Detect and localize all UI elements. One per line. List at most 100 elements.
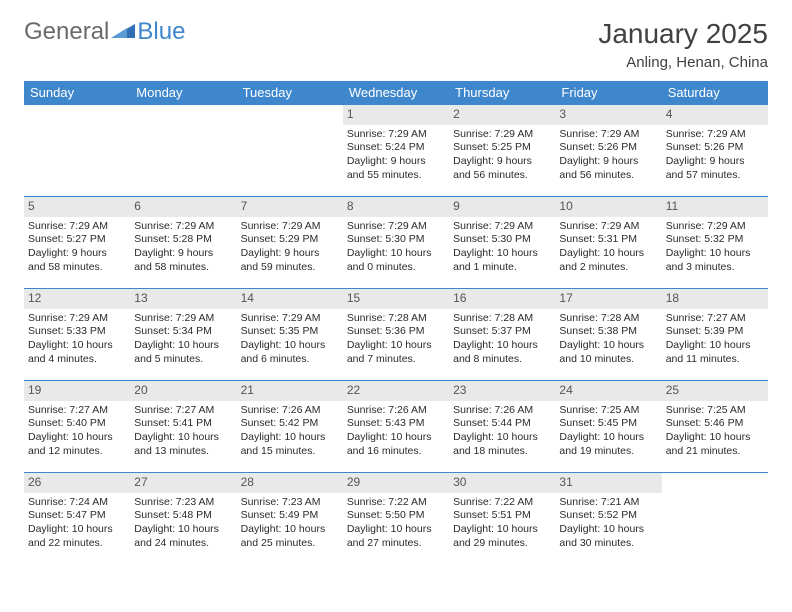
- calendar-day-cell: 20 Sunrise: 7:27 AMSunset: 5:41 PMDayligh…: [130, 381, 236, 473]
- daylight-text: Daylight: 9 hours and 57 minutes.: [666, 155, 764, 182]
- day-number: 4: [662, 105, 768, 125]
- sunset-text: Sunset: 5:39 PM: [666, 325, 764, 339]
- sunrise-text: Sunrise: 7:29 AM: [134, 312, 232, 326]
- day-number: 18: [662, 289, 768, 309]
- calendar-day-cell: 13Sunrise: 7:29 AMSunset: 5:34 PMDayligh…: [130, 289, 236, 381]
- day-number: 19: [24, 381, 130, 401]
- daylight-text: Daylight: 10 hours and 21 minutes.: [666, 431, 764, 458]
- day-number: 15: [343, 289, 449, 309]
- sunrise-text: Sunrise: 7:29 AM: [666, 128, 764, 142]
- sunset-text: Sunset: 5:27 PM: [28, 233, 126, 247]
- sunset-text: Sunset: 5:47 PM: [28, 509, 126, 523]
- day-details: Sunrise: 7:29 AMSunset: 5:26 PMDaylight:…: [666, 128, 764, 183]
- day-number: 31: [555, 473, 661, 493]
- sunset-text: Sunset: 5:51 PM: [453, 509, 551, 523]
- calendar-day-cell: 10Sunrise: 7:29 AMSunset: 5:31 PMDayligh…: [555, 197, 661, 289]
- day-details: Sunrise: 7:27 AMSunset: 5:39 PMDaylight:…: [666, 312, 764, 367]
- sunrise-text: Sunrise: 7:28 AM: [453, 312, 551, 326]
- daylight-text: Daylight: 9 hours and 56 minutes.: [453, 155, 551, 182]
- day-header: Sunday: [24, 81, 130, 105]
- day-number: 30: [449, 473, 555, 493]
- calendar-day-cell: [237, 105, 343, 197]
- calendar-day-cell: 28Sunrise: 7:23 AMSunset: 5:49 PMDayligh…: [237, 473, 343, 565]
- sunrise-text: Sunrise: 7:29 AM: [241, 220, 339, 234]
- sunrise-text: Sunrise: 7:25 AM: [559, 404, 657, 418]
- day-number: 2: [449, 105, 555, 125]
- logo: General Blue: [24, 18, 185, 46]
- sunset-text: Sunset: 5:32 PM: [666, 233, 764, 247]
- daylight-text: Daylight: 10 hours and 8 minutes.: [453, 339, 551, 366]
- calendar-day-cell: 22 Sunrise: 7:26 AMSunset: 5:43 PMDayligh…: [343, 381, 449, 473]
- day-details: Sunrise: 7:26 AMSunset: 5:44 PMDaylight:…: [453, 404, 551, 459]
- calendar-table: SundayMondayTuesdayWednesdayThursdayFrid…: [24, 81, 768, 565]
- calendar-day-cell: 5Sunrise: 7:29 AMSunset: 5:27 PMDaylight…: [24, 197, 130, 289]
- day-number: 22: [343, 381, 449, 401]
- calendar-title: January 2025: [598, 18, 768, 50]
- day-number: 12: [24, 289, 130, 309]
- calendar-week-row: 12Sunrise: 7:29 AMSunset: 5:33 PMDayligh…: [24, 289, 768, 381]
- day-number: 20: [130, 381, 236, 401]
- header: General Blue January 2025 Anling, Henan,…: [24, 18, 768, 71]
- sunrise-text: Sunrise: 7:29 AM: [28, 312, 126, 326]
- calendar-day-cell: 24 Sunrise: 7:25 AMSunset: 5:45 PMDayligh…: [555, 381, 661, 473]
- daylight-text: Daylight: 9 hours and 58 minutes.: [134, 247, 232, 274]
- day-number: 24: [555, 381, 661, 401]
- sunset-text: Sunset: 5:49 PM: [241, 509, 339, 523]
- sunset-text: Sunset: 5:30 PM: [347, 233, 445, 247]
- day-details: Sunrise: 7:26 AMSunset: 5:43 PMDaylight:…: [347, 404, 445, 459]
- calendar-day-cell: 21Sunrise: 7:26 AMSunset: 5:42 PMDayligh…: [237, 381, 343, 473]
- day-number: 13: [130, 289, 236, 309]
- sunset-text: Sunset: 5:41 PM: [134, 417, 232, 431]
- daylight-text: Daylight: 10 hours and 13 minutes.: [134, 431, 232, 458]
- day-details: Sunrise: 7:29 AMSunset: 5:32 PMDaylight:…: [666, 220, 764, 275]
- day-details: Sunrise: 7:22 AMSunset: 5:51 PMDaylight:…: [453, 496, 551, 551]
- sunrise-text: Sunrise: 7:22 AM: [347, 496, 445, 510]
- daylight-text: Daylight: 10 hours and 10 minutes.: [559, 339, 657, 366]
- daylight-text: Daylight: 10 hours and 16 minutes.: [347, 431, 445, 458]
- daylight-text: Daylight: 10 hours and 2 minutes.: [559, 247, 657, 274]
- calendar-day-cell: 11Sunrise: 7:29 AMSunset: 5:32 PMDayligh…: [662, 197, 768, 289]
- day-number: 16: [449, 289, 555, 309]
- day-number: 26: [24, 473, 130, 493]
- day-number: 3: [555, 105, 661, 125]
- day-details: Sunrise: 7:28 AMSunset: 5:38 PMDaylight:…: [559, 312, 657, 367]
- sunrise-text: Sunrise: 7:24 AM: [28, 496, 126, 510]
- sunset-text: Sunset: 5:31 PM: [559, 233, 657, 247]
- day-header: Wednesday: [343, 81, 449, 105]
- calendar-day-cell: 29Sunrise: 7:22 AMSunset: 5:50 PMDayligh…: [343, 473, 449, 565]
- day-details: Sunrise: 7:29 AMSunset: 5:30 PMDaylight:…: [453, 220, 551, 275]
- calendar-day-cell: [130, 105, 236, 197]
- day-details: Sunrise: 7:29 AMSunset: 5:33 PMDaylight:…: [28, 312, 126, 367]
- logo-word2: Blue: [137, 21, 185, 43]
- calendar-day-cell: 17Sunrise: 7:28 AMSunset: 5:38 PMDayligh…: [555, 289, 661, 381]
- day-details: Sunrise: 7:25 AMSunset: 5:45 PMDaylight:…: [559, 404, 657, 459]
- day-details: Sunrise: 7:22 AMSunset: 5:50 PMDaylight:…: [347, 496, 445, 551]
- sunset-text: Sunset: 5:24 PM: [347, 141, 445, 155]
- sunset-text: Sunset: 5:29 PM: [241, 233, 339, 247]
- calendar-week-row: 5Sunrise: 7:29 AMSunset: 5:27 PMDaylight…: [24, 197, 768, 289]
- day-number: 8: [343, 197, 449, 217]
- day-number: 6: [130, 197, 236, 217]
- sunset-text: Sunset: 5:45 PM: [559, 417, 657, 431]
- day-header: Friday: [555, 81, 661, 105]
- calendar-day-cell: [662, 473, 768, 565]
- calendar-day-cell: 19Sunrise: 7:27 AMSunset: 5:40 PMDayligh…: [24, 381, 130, 473]
- sunrise-text: Sunrise: 7:28 AM: [559, 312, 657, 326]
- sunrise-text: Sunrise: 7:29 AM: [28, 220, 126, 234]
- sunrise-text: Sunrise: 7:23 AM: [241, 496, 339, 510]
- sunset-text: Sunset: 5:25 PM: [453, 141, 551, 155]
- day-details: Sunrise: 7:24 AMSunset: 5:47 PMDaylight:…: [28, 496, 126, 551]
- day-header: Saturday: [662, 81, 768, 105]
- sunset-text: Sunset: 5:50 PM: [347, 509, 445, 523]
- calendar-day-cell: 4 Sunrise: 7:29 AMSunset: 5:26 PMDaylight…: [662, 105, 768, 197]
- calendar-location: Anling, Henan, China: [598, 54, 768, 71]
- calendar-day-cell: 31Sunrise: 7:21 AMSunset: 5:52 PMDayligh…: [555, 473, 661, 565]
- daylight-text: Daylight: 10 hours and 7 minutes.: [347, 339, 445, 366]
- day-details: Sunrise: 7:29 AMSunset: 5:26 PMDaylight:…: [559, 128, 657, 183]
- daylight-text: Daylight: 10 hours and 29 minutes.: [453, 523, 551, 550]
- sunrise-text: Sunrise: 7:29 AM: [241, 312, 339, 326]
- sunset-text: Sunset: 5:33 PM: [28, 325, 126, 339]
- sunset-text: Sunset: 5:37 PM: [453, 325, 551, 339]
- sunrise-text: Sunrise: 7:27 AM: [134, 404, 232, 418]
- calendar-day-cell: 2Sunrise: 7:29 AMSunset: 5:25 PMDaylight…: [449, 105, 555, 197]
